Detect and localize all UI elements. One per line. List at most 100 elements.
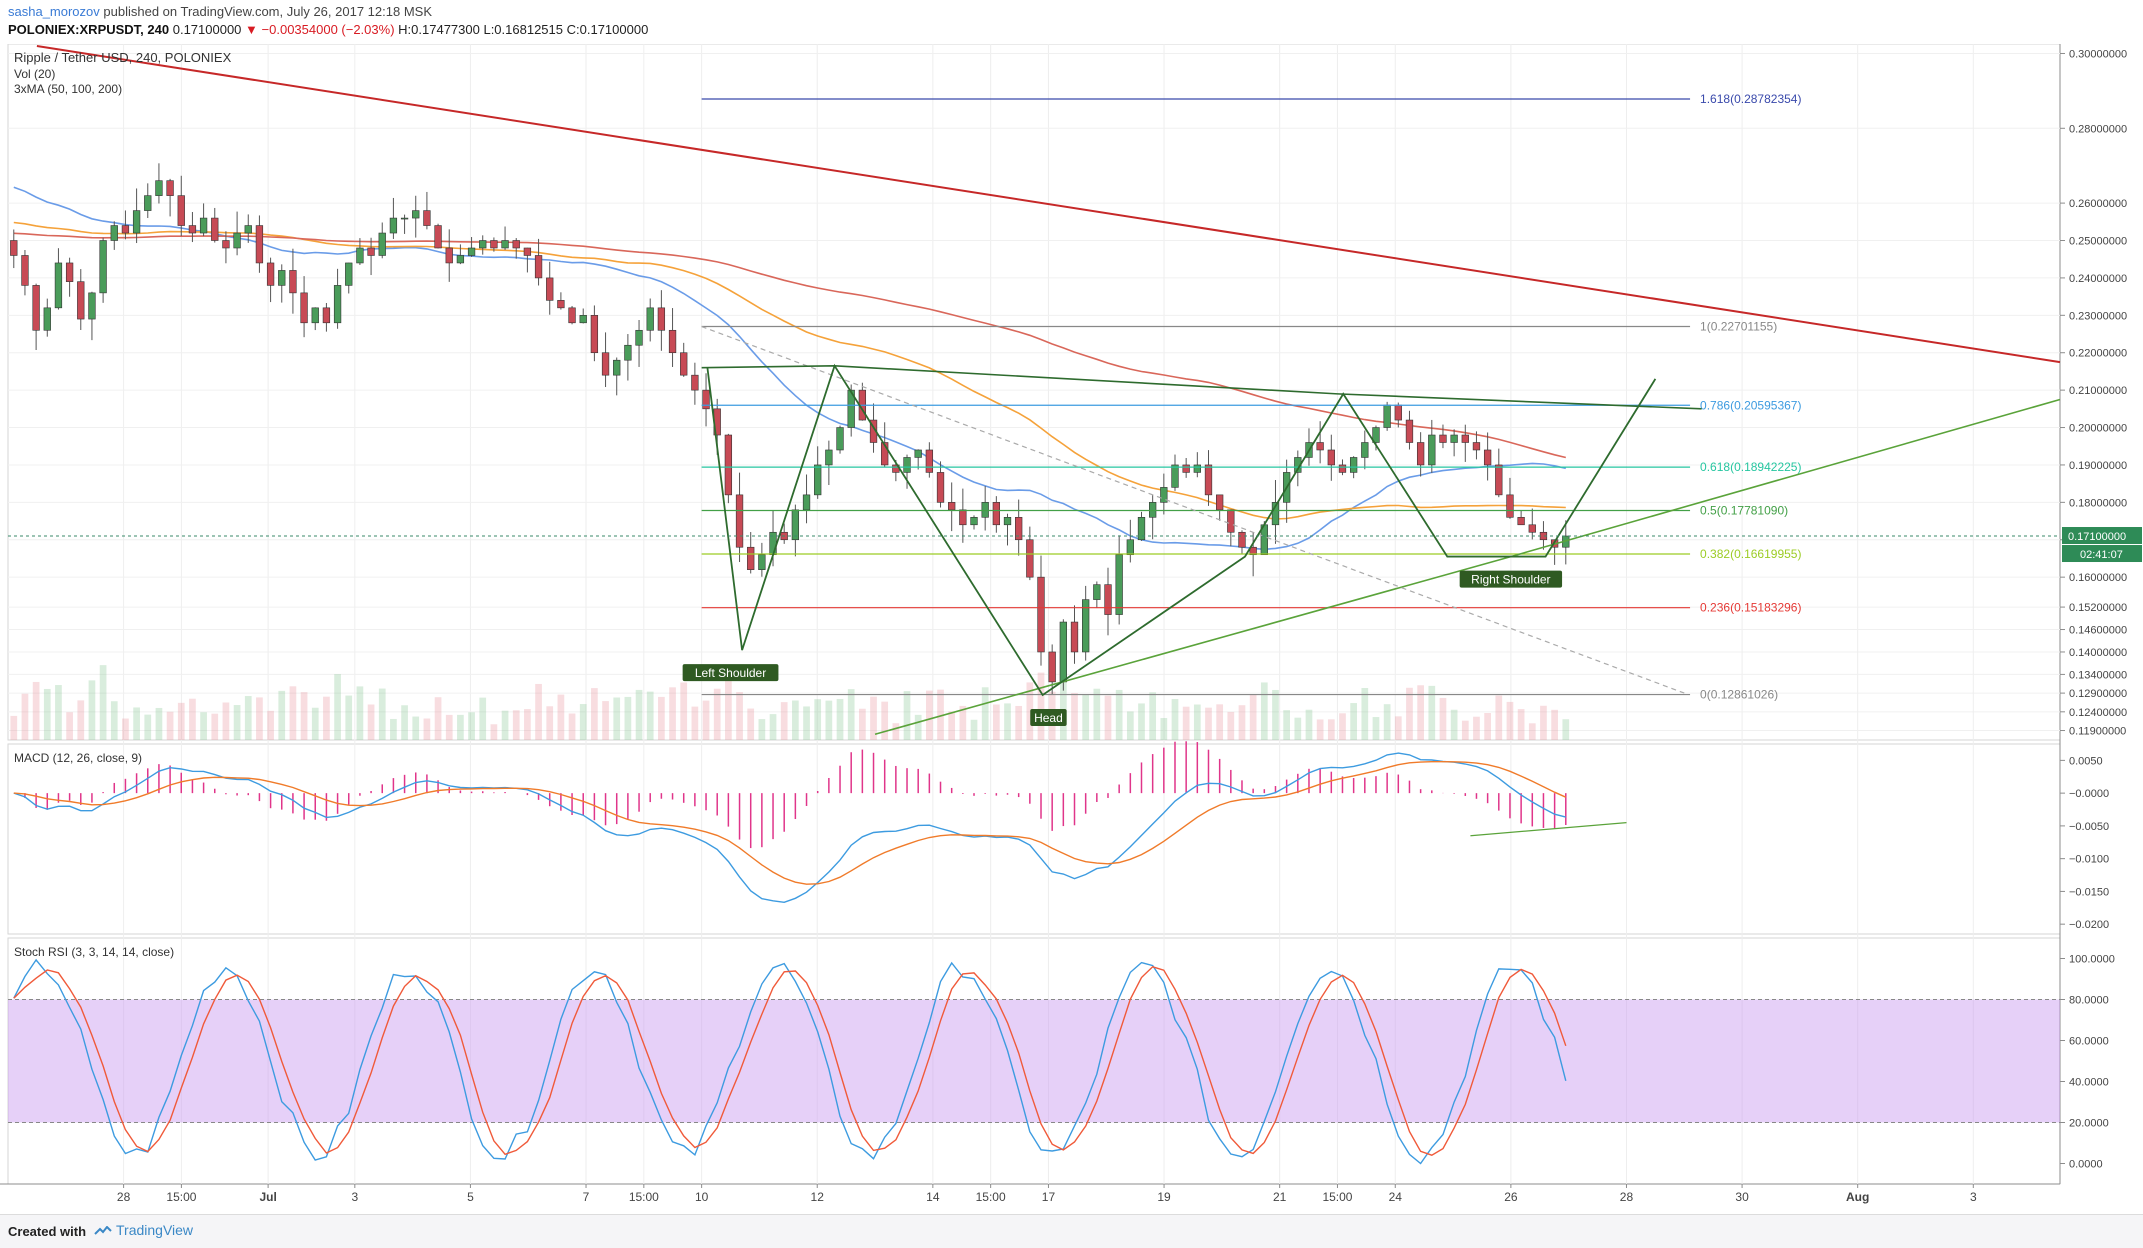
- macd-divergence-line: [1470, 822, 1627, 837]
- pattern-label-box: [1030, 708, 1067, 726]
- volume-bar: [1350, 703, 1357, 740]
- candle: [1361, 442, 1369, 458]
- volume-bar: [1216, 704, 1224, 740]
- tradingview-brand[interactable]: TradingView: [94, 1222, 193, 1238]
- volume-bar: [1495, 695, 1503, 740]
- candle: [970, 517, 978, 526]
- candle: [903, 457, 911, 473]
- candle: [601, 352, 610, 376]
- fib-label: 0.786(0.20595367): [1700, 398, 1801, 412]
- author-link[interactable]: sasha_morozov: [8, 4, 100, 19]
- time-tick-label: 3: [1970, 1190, 1977, 1204]
- candle: [1249, 546, 1257, 556]
- price-tick-label: 0.20000000: [2069, 423, 2127, 435]
- candle: [233, 232, 241, 249]
- candle: [255, 225, 264, 264]
- candle: [1394, 404, 1402, 421]
- volume-bar: [311, 707, 319, 740]
- stoch-k-line: [13, 958, 1567, 1165]
- volume-bar: [1484, 712, 1491, 740]
- candle: [1472, 442, 1481, 451]
- moving-average-50: [13, 186, 1566, 551]
- candle: [1037, 576, 1045, 653]
- candle: [1082, 599, 1090, 653]
- candle: [1204, 464, 1213, 496]
- candle: [948, 502, 956, 511]
- volume-bar: [88, 680, 96, 740]
- candle: [691, 374, 699, 391]
- candle: [378, 232, 386, 256]
- candle: [1238, 531, 1246, 548]
- volume-bar: [1059, 665, 1067, 740]
- volume-bar: [546, 706, 554, 740]
- candle: [735, 494, 744, 548]
- time-tick-label: 21: [1273, 1190, 1287, 1204]
- time-tick-label: Jul: [259, 1190, 276, 1204]
- change-value: ▼ −0.00354000 (−2.03%): [245, 22, 395, 37]
- candle: [1405, 419, 1414, 443]
- volume-bar: [1461, 720, 1469, 740]
- volume-bar: [992, 704, 1000, 740]
- macd-tick-label: −0.0050: [2069, 821, 2109, 833]
- volume-bar: [233, 705, 241, 740]
- macd-tick-label: −0.0000: [2069, 788, 2109, 800]
- volume-bar: [1439, 697, 1447, 740]
- volume-bar: [32, 681, 40, 740]
- symbol-line: POLONIEX:XRPUSDT, 240 0.17100000 ▼ −0.00…: [8, 22, 648, 37]
- created-with-text: Created with: [8, 1224, 87, 1239]
- candle: [791, 509, 800, 541]
- volume-bar: [736, 692, 743, 740]
- candle: [1227, 509, 1235, 533]
- candle: [1327, 449, 1335, 466]
- fib-label: 0.236(0.15183296): [1700, 601, 1801, 615]
- volume-bar: [1528, 723, 1536, 740]
- volume-bar: [1071, 693, 1078, 740]
- stoch-tick-label: 40.0000: [2069, 1077, 2109, 1089]
- price-tick-label: 0.14600000: [2069, 625, 2127, 637]
- volume-bar: [479, 697, 487, 740]
- volume-bar: [1082, 694, 1090, 740]
- candle: [802, 494, 811, 511]
- price-tick-label: 0.12900000: [2069, 688, 2127, 700]
- candle: [445, 247, 453, 264]
- volume-bar: [356, 686, 364, 740]
- candle: [132, 210, 141, 234]
- macd-tick-label: −0.0200: [2069, 919, 2109, 931]
- candle: [1193, 464, 1201, 473]
- candle: [1149, 502, 1157, 518]
- time-tick-label: 15:00: [166, 1190, 196, 1204]
- candle: [21, 255, 29, 286]
- volume-bar: [591, 688, 598, 740]
- pattern-label: Left Shoulder: [695, 666, 766, 680]
- candle: [724, 434, 733, 496]
- low-value: L:0.16812515: [483, 22, 563, 37]
- price-tick-label: 0.15200000: [2069, 602, 2127, 614]
- time-tick-label: 14: [926, 1190, 940, 1204]
- volume-bar: [1026, 682, 1034, 740]
- candle: [1160, 487, 1168, 503]
- volume-bar: [133, 707, 140, 740]
- volume-bar: [1551, 709, 1558, 740]
- price-chart[interactable]: 0.30000000 0.28000000 0.26000000 0.25000000…: [0, 44, 2143, 1214]
- volume-bar: [981, 687, 989, 740]
- volume-bar: [1506, 701, 1514, 740]
- candles: [10, 163, 1570, 695]
- volume-bar: [300, 692, 308, 740]
- volume-bar: [1004, 703, 1011, 740]
- time-tick-label: 28: [117, 1190, 131, 1204]
- time-tick-label: 17: [1042, 1190, 1056, 1204]
- volume-bar: [1361, 688, 1369, 740]
- candle: [10, 240, 18, 256]
- volume-bar: [445, 714, 453, 740]
- volume-bar: [55, 685, 62, 740]
- stoch-tick-label: 60.0000: [2069, 1036, 2109, 1048]
- candle: [624, 344, 632, 361]
- countdown-label: 02:41:07: [2080, 549, 2123, 561]
- volume-bar: [635, 689, 643, 740]
- volume-bar: [211, 713, 219, 740]
- footer-bar: Created with TradingView: [0, 1214, 2143, 1248]
- candle: [367, 247, 375, 256]
- candle: [702, 389, 710, 410]
- candle: [579, 315, 587, 324]
- price-tick-label: 0.22000000: [2069, 348, 2127, 360]
